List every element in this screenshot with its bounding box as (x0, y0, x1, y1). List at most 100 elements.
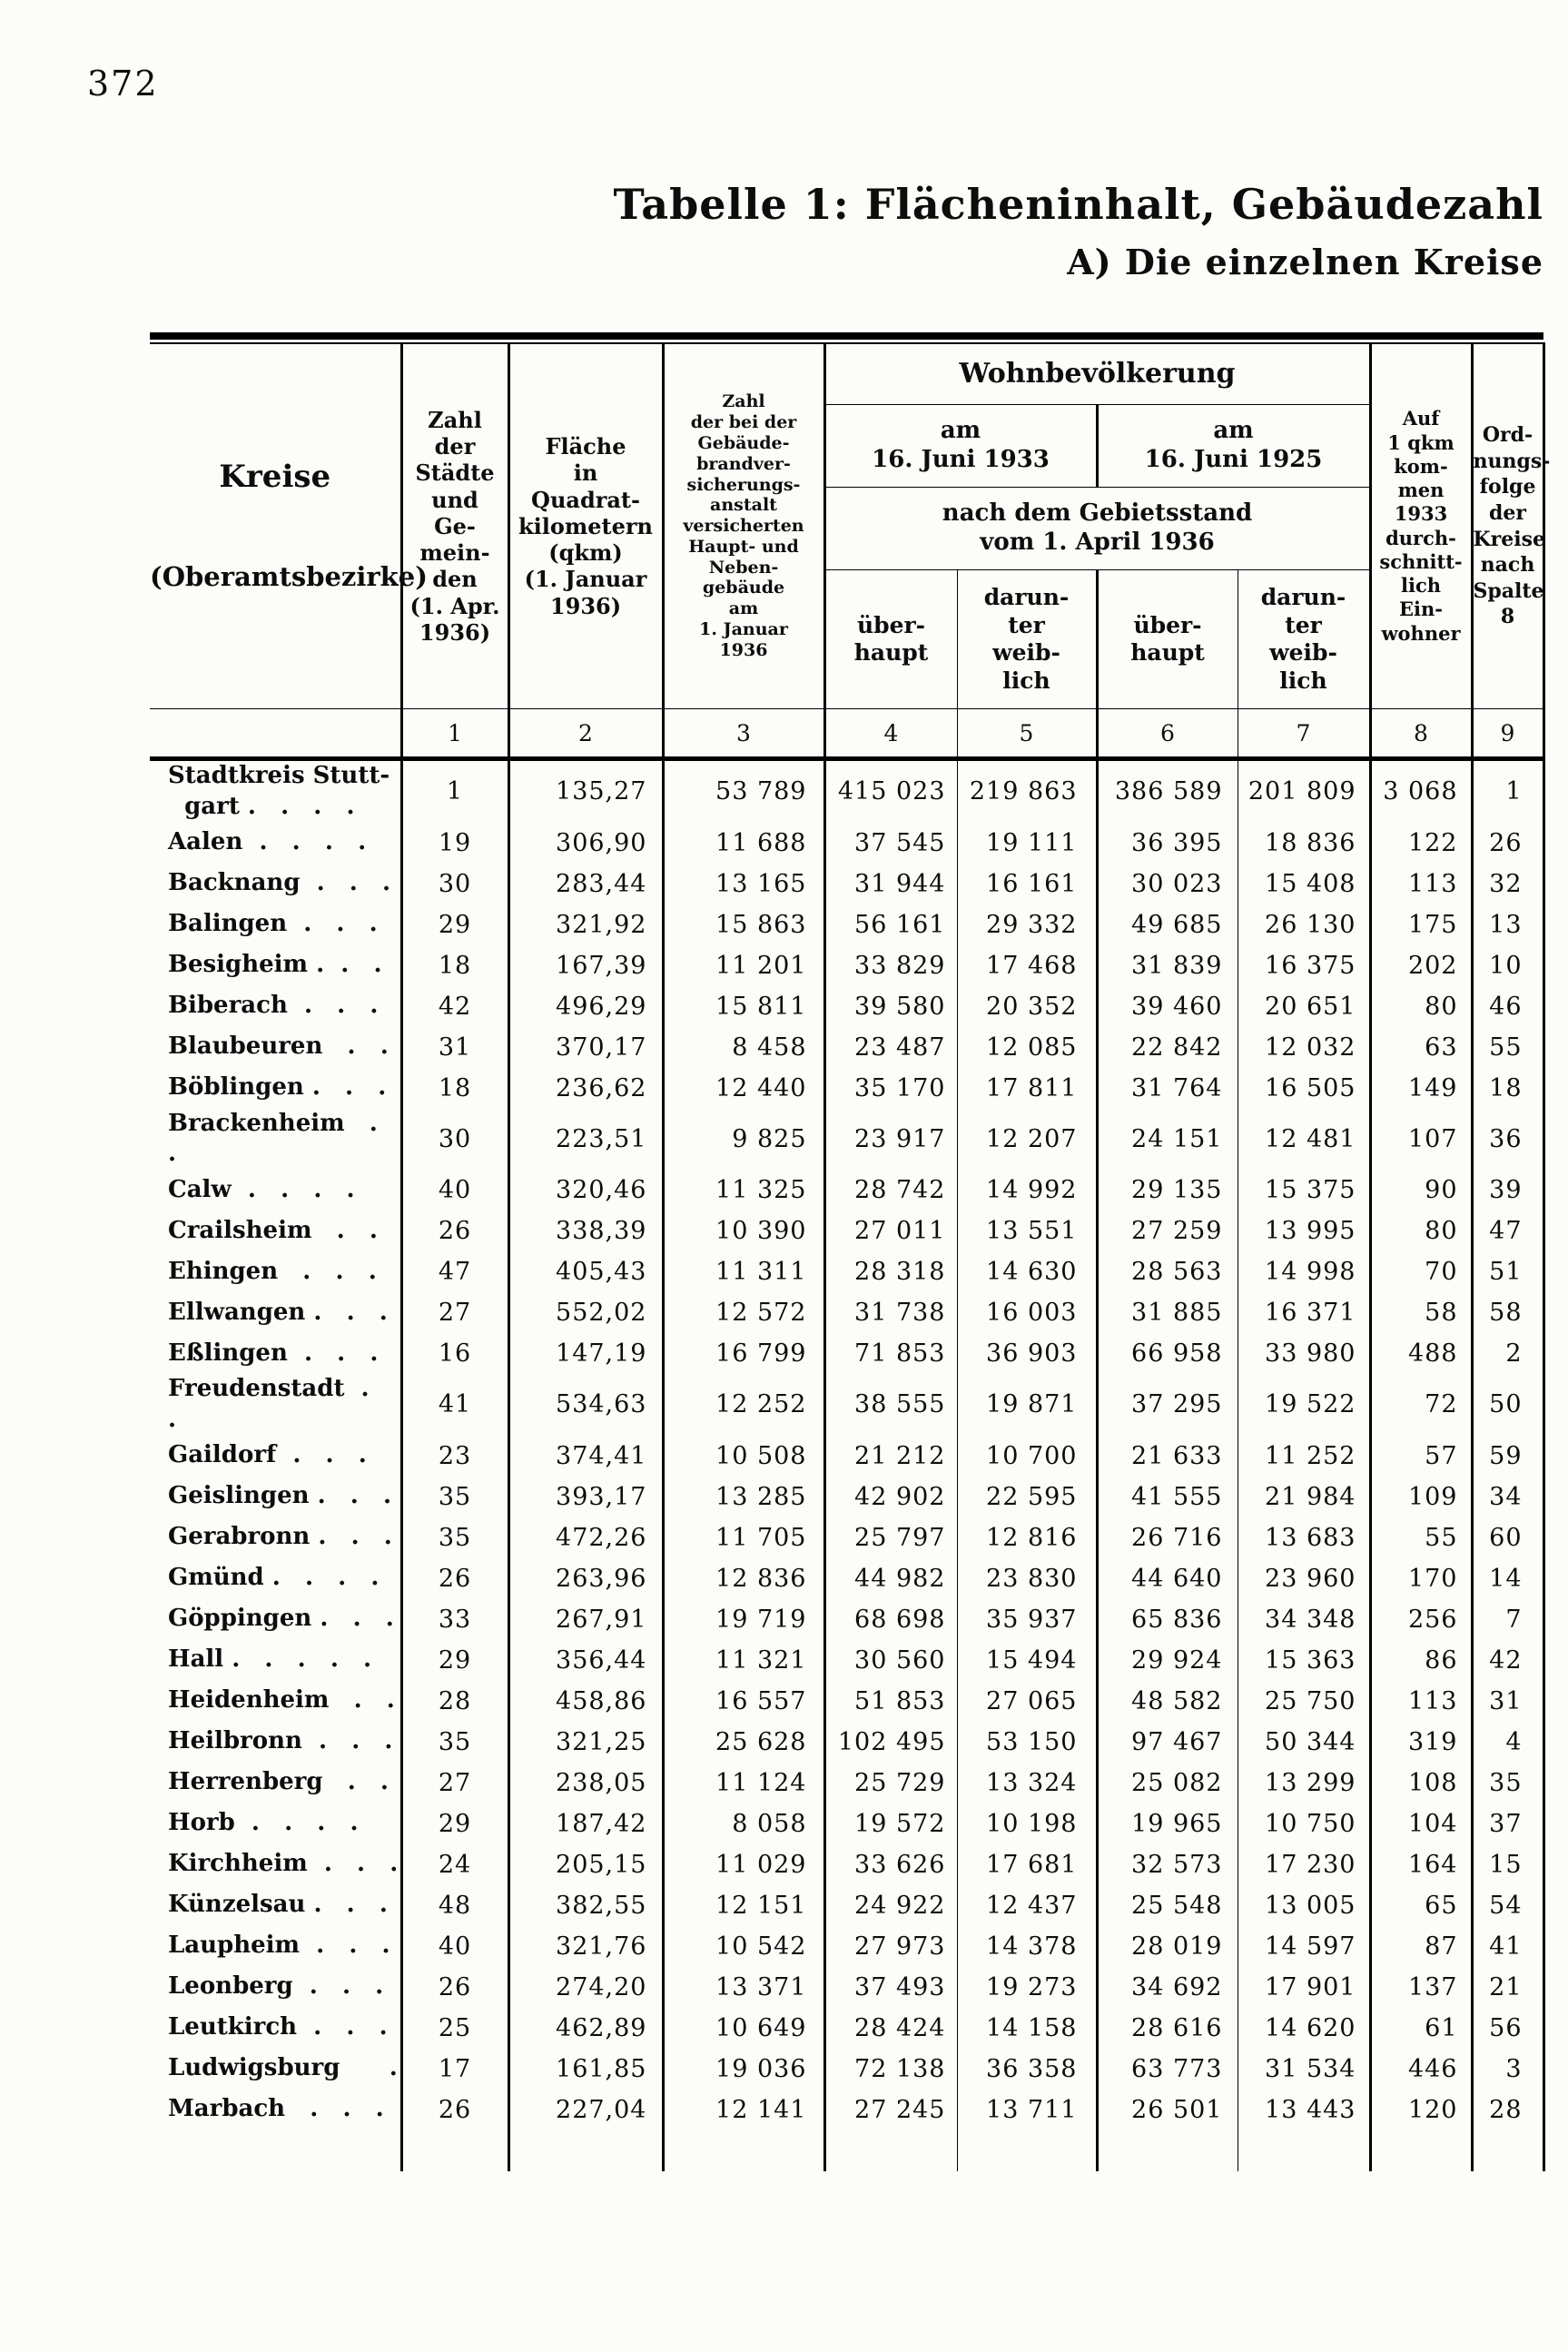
cell-gebaeude: 11 029 (661, 1843, 824, 1885)
table-row: Biberach . . . 42 496,29 15 811 39 580 2… (150, 985, 1543, 1027)
header-row-main: Kreise (Oberamtsbezirke) Zahl der Städte… (150, 343, 1550, 709)
cell-ordnung: 36 (1470, 1108, 1543, 1171)
cell-1933-weiblich: 13 324 (956, 1762, 1097, 1804)
cell-ordnung: 31 (1470, 1680, 1543, 1722)
kreis-name-cell: Gaildorf . . . (168, 1441, 367, 1469)
cell-1933-weiblich: 22 595 (956, 1476, 1097, 1517)
table-row: Eßlingen . . . 16 147,19 16 799 71 853 3… (150, 1333, 1543, 1375)
cell-1925-weiblich: 201 809 (1237, 758, 1370, 823)
cell-1925-ueberhaupt: 29 924 (1095, 1639, 1238, 1681)
cell-gebaeude: 16 799 (661, 1333, 824, 1375)
kreis-name-cell: Heilbronn . . . (168, 1727, 393, 1755)
cell-1925-ueberhaupt: 49 685 (1095, 904, 1238, 945)
kreis-name-cell: Calw . . . . (168, 1175, 355, 1203)
cell-1933-weiblich: 14 992 (956, 1170, 1097, 1211)
cell-ordnung: 42 (1470, 1639, 1543, 1681)
cell-ordnung: 21 (1470, 1966, 1543, 2008)
cell-1925-ueberhaupt: 386 589 (1095, 758, 1238, 823)
cell-gebaeude: 10 542 (661, 1925, 824, 1967)
cell-dichte: 488 (1368, 1333, 1472, 1375)
cell-gebaeude: 8 058 (661, 1803, 824, 1844)
cell-staedte: 24 (399, 1843, 508, 1885)
table-row: Backnang . . . 30 283,44 13 165 31 944 1… (150, 863, 1543, 904)
cell-staedte: 29 (399, 1803, 508, 1844)
cell-1925-ueberhaupt: 65 836 (1095, 1598, 1238, 1640)
cell-staedte: 29 (399, 1639, 508, 1681)
cell-dichte: 109 (1368, 1476, 1472, 1517)
cell-ordnung: 41 (1470, 1925, 1543, 1967)
cell-1925-ueberhaupt: 25 082 (1095, 1762, 1238, 1804)
cell-1925-ueberhaupt: 29 135 (1095, 1170, 1238, 1211)
kreis-name-cell: Herrenberg . . (168, 1768, 389, 1796)
cell-dichte: 113 (1368, 863, 1472, 904)
cell-1925-ueberhaupt: 36 395 (1095, 822, 1238, 864)
kreis-name-cell: Ellwangen . . . (168, 1298, 388, 1326)
cell-1933-weiblich: 13 551 (956, 1211, 1097, 1252)
header-gebietsstand: nach dem Gebietsstand vom 1. April 1936 (824, 487, 1370, 570)
table-row: Göppingen . . . 33 267,91 19 719 68 698 … (150, 1598, 1543, 1640)
cell-gebaeude: 11 311 (661, 1251, 824, 1293)
kreis-name-cell: Stadtkreis Stutt- gart . . . . (168, 762, 390, 820)
cell-1933-ueberhaupt: 27 011 (823, 1211, 957, 1252)
cell-dichte: 57 (1368, 1435, 1472, 1477)
cell-dichte: 90 (1368, 1170, 1472, 1211)
header-staedte: Zahl der Städte und Ge- mein- den (1. Ap… (401, 343, 510, 709)
cell-flaeche: 370,17 (507, 1026, 663, 1068)
table-row: Blaubeuren . . 31 370,17 8 458 23 487 12… (150, 1026, 1543, 1068)
cell-1925-weiblich: 13 995 (1237, 1211, 1370, 1252)
kreis-name-cell: Gmünd . . . . (168, 1564, 380, 1592)
cell-1933-ueberhaupt: 25 729 (823, 1762, 957, 1804)
cell-1933-ueberhaupt: 102 495 (823, 1721, 957, 1763)
cell-dichte: 120 (1368, 2089, 1472, 2130)
cell-1933-ueberhaupt: 33 829 (823, 944, 957, 986)
cell-1933-ueberhaupt: 28 424 (823, 2007, 957, 2049)
cell-gebaeude: 11 201 (661, 944, 824, 986)
table-row: Heidenheim . . 28 458,86 16 557 51 853 2… (150, 1680, 1543, 1722)
table-row: Calw . . . . 40 320,46 11 325 28 742 14 … (150, 1170, 1543, 1211)
colnum-6: 6 (1095, 708, 1238, 761)
cell-dichte: 170 (1368, 1557, 1472, 1599)
cell-flaeche: 534,63 (507, 1374, 663, 1436)
cell-staedte: 19 (399, 822, 508, 864)
cell-dichte: 80 (1368, 1211, 1472, 1252)
cell-1925-ueberhaupt: 97 467 (1095, 1721, 1238, 1763)
cell-flaeche: 356,44 (507, 1639, 663, 1681)
table-row: Heilbronn . . . 35 321,25 25 628 102 495… (150, 1721, 1543, 1763)
cell-1925-weiblich: 17 230 (1237, 1843, 1370, 1885)
cell-flaeche: 374,41 (507, 1435, 663, 1477)
cell-gebaeude: 15 811 (661, 985, 824, 1027)
cell-staedte: 27 (399, 1292, 508, 1334)
table-row: Herrenberg . . 27 238,05 11 124 25 729 1… (150, 1762, 1543, 1804)
cell-1925-ueberhaupt: 41 555 (1095, 1476, 1238, 1517)
cell-dichte: 256 (1368, 1598, 1472, 1640)
cell-staedte: 47 (399, 1251, 508, 1293)
statistics-table: Kreise (Oberamtsbezirke) Zahl der Städte… (150, 332, 1550, 2171)
cell-ordnung: 7 (1470, 1598, 1543, 1640)
header-am-1925: am 16. Juni 1925 (1095, 404, 1370, 488)
cell-gebaeude: 13 285 (661, 1476, 824, 1517)
cell-dichte: 86 (1368, 1639, 1472, 1681)
cell-1925-weiblich: 33 980 (1237, 1333, 1370, 1375)
table-row: Künzelsau . . . 48 382,55 12 151 24 922 … (150, 1884, 1543, 1926)
cell-1925-ueberhaupt: 66 958 (1095, 1333, 1238, 1375)
kreis-name-cell: Göppingen . . . (168, 1605, 394, 1633)
cell-flaeche: 263,96 (507, 1557, 663, 1599)
cell-flaeche: 462,89 (507, 2007, 663, 2049)
cell-1933-weiblich: 20 352 (956, 985, 1097, 1027)
cell-1933-ueberhaupt: 24 922 (823, 1884, 957, 1926)
cell-flaeche: 306,90 (507, 822, 663, 864)
table-row: Marbach . . . 26 227,04 12 141 27 245 13… (150, 2089, 1543, 2130)
title-block: Tabelle 1: Flächeninhalt, Gebäudezahl A)… (150, 180, 1543, 282)
header-1925-ueberhaupt: über- haupt (1095, 569, 1238, 709)
cell-staedte: 16 (399, 1333, 508, 1375)
kreis-name-cell: Besigheim . . . (168, 951, 382, 979)
cell-staedte: 31 (399, 1026, 508, 1068)
kreis-name-cell: Leutkirch . . . (168, 2013, 388, 2041)
cell-ordnung: 46 (1470, 985, 1543, 1027)
kreis-name-cell: Leonberg . . . (168, 1972, 384, 2001)
table-row: Horb . . . . 29 187,42 8 058 19 572 10 1… (150, 1803, 1543, 1844)
cell-ordnung: 59 (1470, 1435, 1543, 1477)
cell-staedte: 26 (399, 1211, 508, 1252)
table-row: Hall . . . . . 29 356,44 11 321 30 560 1… (150, 1639, 1543, 1681)
cell-1933-weiblich: 27 065 (956, 1680, 1097, 1722)
